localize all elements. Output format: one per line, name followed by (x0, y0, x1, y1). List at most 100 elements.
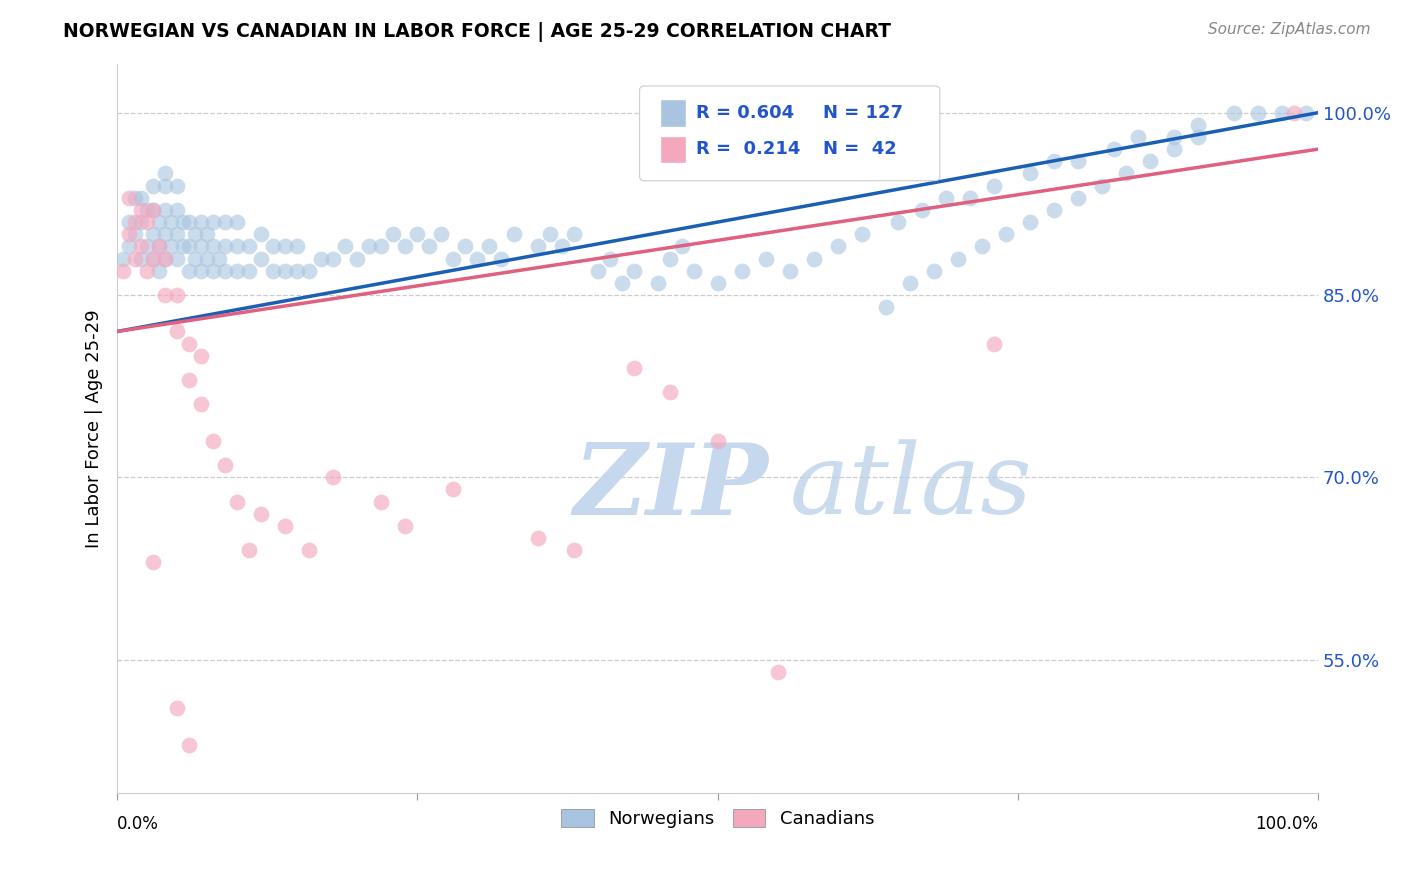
Norwegians (394, 239, 416, 253)
Norwegians (155, 202, 177, 217)
Norwegians (202, 239, 225, 253)
Norwegians (238, 263, 260, 277)
Norwegians (983, 178, 1005, 193)
Norwegians (190, 239, 212, 253)
Norwegians (887, 215, 910, 229)
Canadians (179, 373, 201, 387)
Norwegians (1043, 202, 1066, 217)
Norwegians (946, 252, 969, 266)
Canadians (706, 434, 728, 448)
Canadians (118, 191, 141, 205)
Canadians (562, 543, 585, 558)
Canadians (142, 252, 165, 266)
Norwegians (129, 252, 152, 266)
Canadians (136, 263, 159, 277)
Canadians (1282, 105, 1305, 120)
Norwegians (226, 215, 249, 229)
Canadians (129, 239, 152, 253)
Canadians (983, 336, 1005, 351)
Norwegians (1187, 118, 1209, 132)
Canadians (142, 556, 165, 570)
Text: Source: ZipAtlas.com: Source: ZipAtlas.com (1208, 22, 1371, 37)
Text: N = 127: N = 127 (824, 104, 903, 122)
Norwegians (136, 202, 159, 217)
Canadians (142, 202, 165, 217)
Norwegians (1223, 105, 1246, 120)
Norwegians (898, 276, 921, 290)
Norwegians (454, 239, 477, 253)
Norwegians (755, 252, 778, 266)
Norwegians (129, 215, 152, 229)
Canadians (155, 252, 177, 266)
Norwegians (562, 227, 585, 242)
Canadians (179, 336, 201, 351)
Norwegians (202, 215, 225, 229)
Norwegians (166, 252, 188, 266)
Norwegians (502, 227, 524, 242)
Canadians (274, 519, 297, 533)
Norwegians (911, 202, 934, 217)
Canadians (166, 288, 188, 302)
FancyBboxPatch shape (640, 86, 939, 181)
Norwegians (1271, 105, 1294, 120)
Norwegians (118, 215, 141, 229)
Canadians (250, 507, 273, 521)
Norwegians (262, 263, 284, 277)
Norwegians (658, 252, 681, 266)
Canadians (148, 239, 170, 253)
Text: ZIP: ZIP (574, 439, 769, 535)
Norwegians (214, 239, 236, 253)
Norwegians (172, 215, 194, 229)
Norwegians (148, 239, 170, 253)
Norwegians (623, 263, 645, 277)
Norwegians (1163, 130, 1185, 145)
Norwegians (1043, 154, 1066, 169)
Norwegians (166, 178, 188, 193)
Norwegians (172, 239, 194, 253)
Norwegians (208, 252, 231, 266)
Norwegians (478, 239, 501, 253)
Norwegians (1163, 142, 1185, 156)
Norwegians (731, 263, 754, 277)
FancyBboxPatch shape (659, 99, 686, 127)
Norwegians (195, 227, 218, 242)
Norwegians (406, 227, 429, 242)
Norwegians (1139, 154, 1161, 169)
Norwegians (298, 263, 321, 277)
Norwegians (322, 252, 344, 266)
Norwegians (1019, 166, 1042, 180)
Canadians (526, 531, 548, 545)
Norwegians (970, 239, 993, 253)
Norwegians (526, 239, 548, 253)
Norwegians (538, 227, 561, 242)
Norwegians (418, 239, 440, 253)
Norwegians (491, 252, 513, 266)
Canadians (322, 470, 344, 484)
Canadians (658, 385, 681, 400)
Norwegians (190, 215, 212, 229)
Norwegians (382, 227, 405, 242)
Canadians (118, 227, 141, 242)
Norwegians (166, 227, 188, 242)
Norwegians (155, 252, 177, 266)
Norwegians (124, 227, 146, 242)
Norwegians (875, 300, 897, 314)
Norwegians (586, 263, 609, 277)
Norwegians (1067, 191, 1090, 205)
Canadians (238, 543, 260, 558)
Norwegians (136, 239, 159, 253)
Norwegians (706, 276, 728, 290)
Norwegians (238, 239, 260, 253)
Canadians (394, 519, 416, 533)
Norwegians (155, 227, 177, 242)
Norwegians (129, 191, 152, 205)
Norwegians (160, 239, 183, 253)
Canadians (214, 458, 236, 472)
Norwegians (250, 227, 273, 242)
Norwegians (285, 263, 308, 277)
Norwegians (467, 252, 489, 266)
Norwegians (959, 191, 981, 205)
Norwegians (682, 263, 704, 277)
Norwegians (160, 215, 183, 229)
Norwegians (430, 227, 453, 242)
